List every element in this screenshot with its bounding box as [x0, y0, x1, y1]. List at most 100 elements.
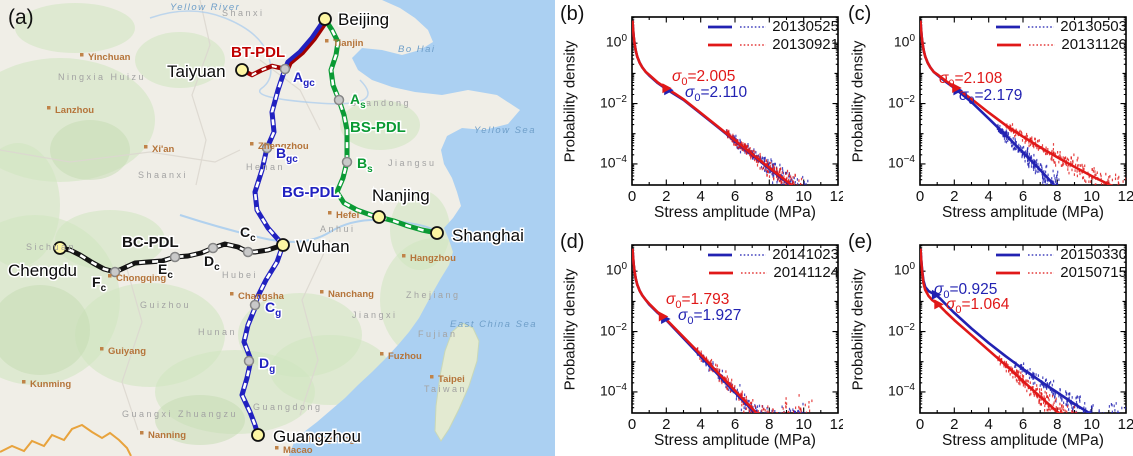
city-label-shanghai: Shanghai — [452, 226, 524, 245]
y-tick-label: 10−4 — [888, 153, 915, 171]
x-tick-label: 6 — [1018, 416, 1028, 433]
small-city-label: Nanchang — [328, 289, 374, 300]
legend-line-blue — [996, 25, 1055, 28]
y-axis-title: Probability density — [561, 40, 579, 163]
x-tick-label: 6 — [1018, 188, 1028, 205]
province-label: Henan — [246, 162, 285, 172]
sigma0-marker-red — [934, 299, 944, 310]
legend-date: 20150330 — [1060, 246, 1127, 263]
y-tick-label: 100 — [893, 261, 915, 278]
x-tick-label: 4 — [984, 416, 993, 433]
province-label: Guangxi Zhuangzu — [122, 409, 238, 419]
y-tick-label: 10−4 — [600, 381, 627, 399]
legend-date: 20130525 — [772, 18, 839, 35]
x-tick-label: 2 — [662, 188, 671, 205]
small-city-label: Taipei — [438, 374, 465, 385]
small-city-label: Lanzhou — [55, 105, 94, 116]
station-marker-Cg — [249, 299, 261, 311]
province-label: Sichuan — [26, 242, 76, 252]
legend-line-blue — [708, 25, 767, 28]
legend-line-red — [709, 271, 768, 274]
route-label-BG: BG-PDL — [282, 184, 340, 201]
province-label: Hubei — [222, 270, 258, 280]
chart-panel-c: 0 2 4 6 8 10 12 100 10−2 10−4 (c) Probability den… — [843, 0, 1133, 228]
y-tick-label: 10−2 — [600, 321, 627, 339]
city-marker-taiyuan — [235, 63, 249, 77]
x-tick-label: 6 — [730, 188, 740, 205]
legend: 20150330 20150715 — [995, 246, 1127, 281]
legend-entry: 20150330 — [995, 246, 1127, 263]
y-tick-label: 10−4 — [888, 381, 915, 399]
province-label: Taiwan — [424, 384, 467, 394]
sigma0-annotation-blue: σ0=1.927 — [678, 307, 742, 328]
city-marker-shanghai — [430, 226, 444, 240]
x-tick-label: 2 — [662, 416, 671, 433]
chart-panel-b: 0 2 4 6 8 10 12 100 10−2 10−4 (b) Probability den… — [555, 0, 846, 228]
curve-20150715 — [920, 248, 1061, 413]
sigma0-annotation-blue: σ0=2.110 — [685, 84, 748, 105]
y-tick-label: 10−2 — [888, 321, 915, 339]
station-marker-Dc — [207, 242, 219, 254]
x-tick-label: 12 — [829, 416, 847, 433]
station-marker-Cc — [242, 246, 254, 258]
sigma0-annotation-red: σ0=2.108 — [939, 70, 1003, 91]
station-marker-Bgc — [261, 142, 273, 154]
x-tick-label: 10 — [1083, 416, 1100, 433]
city-label-wuhan: Wuhan — [296, 237, 350, 256]
x-tick-label: 0 — [627, 416, 637, 433]
x-tick-label: 8 — [765, 416, 774, 433]
province-label: Jiangxi — [352, 310, 398, 320]
x-tick-label: 0 — [627, 188, 637, 205]
province-label: Shanxi — [222, 8, 265, 18]
legend: 20141023 20141124 — [707, 246, 839, 281]
small-city-label: Guiyang — [108, 346, 146, 357]
sigma0-annotation-red: σ0=1.793 — [666, 291, 730, 312]
panel-letter-c: (c) — [848, 3, 872, 25]
x-tick-label: 8 — [1053, 416, 1062, 433]
x-tick-label: 12 — [1117, 416, 1133, 433]
city-label-beijing: Beijing — [338, 10, 389, 29]
water-label: Bo Hai — [398, 44, 436, 55]
y-axis-title: Probability density — [849, 268, 867, 391]
sigma0-marker-red — [658, 311, 669, 322]
small-city-label: Xi'an — [152, 144, 175, 155]
small-city-label: Nanning — [148, 430, 186, 441]
x-tick-label: 8 — [1053, 188, 1062, 205]
legend-date: 20141023 — [772, 246, 839, 263]
small-city-label: Macao — [283, 445, 313, 456]
x-tick-label: 12 — [1117, 188, 1133, 205]
curve-20130921 — [632, 20, 794, 185]
x-axis-title: Stress amplitude (MPa) — [942, 204, 1104, 221]
legend-entry: 20130921 — [707, 36, 839, 53]
city-label-taiyuan: Taiyuan — [167, 62, 226, 81]
legend-date: 20130921 — [772, 36, 839, 53]
x-tick-label: 10 — [795, 416, 812, 433]
province-label: Guangdong — [253, 402, 323, 412]
legend: 20130525 20130921 — [707, 18, 839, 53]
small-city-label: Tianjin — [333, 38, 364, 49]
station-label-As: As — [350, 91, 366, 111]
x-axis-title: Stress amplitude (MPa) — [654, 204, 816, 221]
panel-letter-b: (b) — [560, 3, 585, 25]
province-label: Zhejiang — [406, 290, 461, 300]
station-marker-Dg — [243, 355, 255, 367]
y-tick-label: 100 — [893, 33, 915, 50]
city-marker-chengdu — [53, 241, 67, 255]
y-tick-label: 10−2 — [600, 93, 627, 111]
x-tick-label: 10 — [1083, 188, 1100, 205]
y-axis-title: Probability density — [849, 40, 867, 163]
curve-20131120 — [920, 20, 1114, 185]
small-city-label: Zhengzhou — [258, 141, 309, 152]
legend-date: 20141124 — [773, 264, 839, 281]
province-label: Hunan — [198, 327, 237, 337]
sigma0-annotation-red: σ0=1.064 — [946, 296, 1010, 317]
legend-entry: 20130503 — [995, 18, 1127, 35]
x-tick-label: 12 — [829, 188, 847, 205]
legend-line-red — [708, 43, 767, 46]
x-tick-label: 4 — [696, 188, 705, 205]
province-label: Anhui — [320, 224, 356, 234]
route-BT-PDL — [240, 63, 286, 78]
y-axis-title: Probability density — [561, 268, 579, 391]
legend-entry: 20130525 — [707, 18, 839, 35]
province-label: Shaanxi — [138, 170, 188, 180]
